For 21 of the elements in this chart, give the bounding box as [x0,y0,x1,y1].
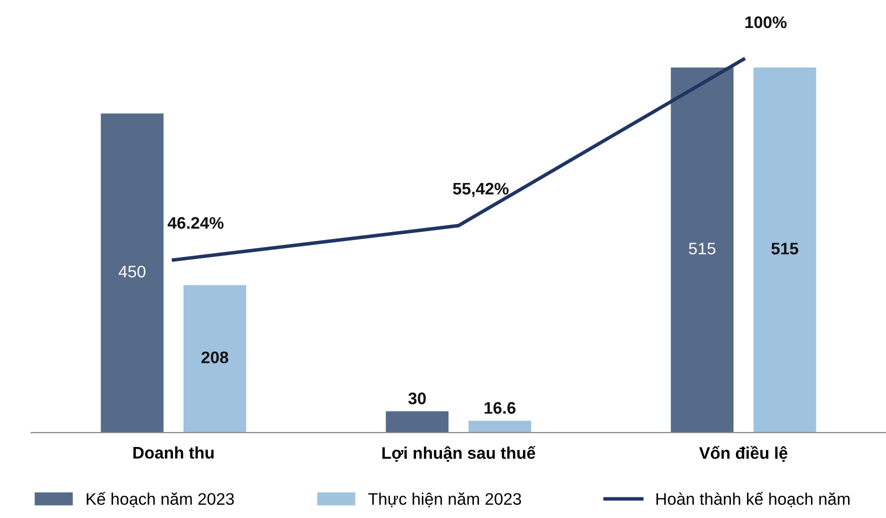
bar [100,114,164,433]
legend-label: Kế hoạch năm 2023 [86,492,234,508]
bar [183,285,246,433]
data-label: 55,42% [452,182,509,197]
data-label: 46.24% [168,217,224,229]
data-label: 515 [771,242,798,254]
bar [670,67,734,433]
data-label: 30 [408,392,426,404]
x-tick-label: Doanh thu [133,446,214,459]
data-label: 450 [118,266,146,278]
data-label: 208 [202,351,228,364]
bar [753,67,816,433]
x-tick-label: Vốn điều lệ [699,446,788,462]
data-label: 515 [688,242,716,254]
x-tick-label: Lợi nhuận sau thuế [382,446,536,462]
bar [468,420,532,433]
legend-label: Thực hiện năm 2023 [368,492,522,508]
legend-label: Hoàn thành kế hoạch năm [656,492,850,508]
data-label: 16.6 [484,402,516,414]
bar [386,411,449,433]
data-label: 100% [745,16,787,28]
